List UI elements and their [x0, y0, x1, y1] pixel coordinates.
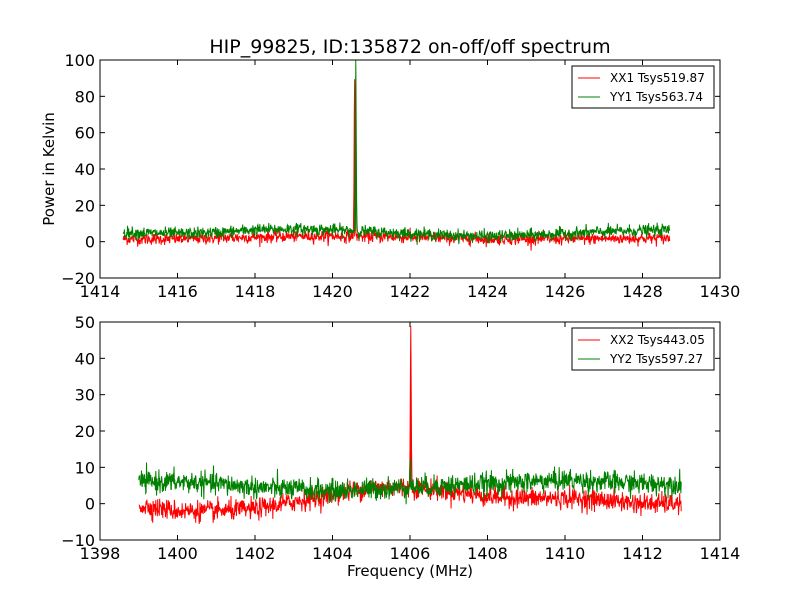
y-tick-label: 0 — [85, 495, 95, 514]
x-tick-label: 1428 — [622, 282, 663, 301]
y-tick-label: 60 — [75, 124, 95, 143]
legend-entry: XX2 Tsys443.05 — [610, 333, 705, 347]
y-tick-label: 100 — [64, 51, 95, 70]
legend-entry: YY2 Tsys597.27 — [609, 352, 703, 366]
y-tick-label: 20 — [75, 196, 95, 215]
x-tick-label: 1400 — [157, 544, 198, 563]
x-tick-label: 1420 — [312, 282, 353, 301]
series-line-yy2 — [138, 458, 682, 505]
legend — [571, 65, 715, 109]
y-tick-label: 40 — [75, 349, 95, 368]
y-tick-label: −20 — [61, 269, 95, 288]
x-tick-label: 1408 — [467, 544, 508, 563]
x-tick-label: 1410 — [545, 544, 586, 563]
x-tick-label: 1418 — [235, 282, 276, 301]
y-axis-label-top: Power in Kelvin — [40, 112, 58, 226]
y-tick-label: 0 — [85, 233, 95, 252]
x-axis-label-bottom: Frequency (MHz) — [347, 562, 473, 580]
chart-title: HIP_99825, ID:135872 on-off/off spectrum — [209, 36, 610, 58]
y-tick-label: 30 — [75, 386, 95, 405]
x-tick-label: 1414 — [700, 544, 741, 563]
y-tick-label: 50 — [75, 313, 95, 332]
x-tick-label: 1406 — [390, 544, 431, 563]
x-tick-label: 1404 — [312, 544, 353, 563]
x-tick-label: 1424 — [467, 282, 508, 301]
top-panel: 1414 1416 1418 1420 1422 1424 1426 1428 1430 −20 0… — [61, 51, 740, 301]
y-tick-label: 80 — [75, 87, 95, 106]
y-tick-label: 10 — [75, 458, 95, 477]
x-tick-label: 1430 — [700, 282, 741, 301]
x-tick-label: 1416 — [157, 282, 198, 301]
bottom-panel: 1398 1400 1402 1404 1406 1408 1410 1412 1414 −10 0… — [61, 313, 740, 563]
legend — [571, 327, 715, 371]
y-tick-label: 40 — [75, 160, 95, 179]
x-tick-label: 1412 — [622, 544, 663, 563]
legend-entry: XX1 Tsys519.87 — [610, 71, 705, 85]
y-tick-label: −10 — [61, 531, 95, 550]
y-tick-label: 20 — [75, 422, 95, 441]
x-tick-label: 1402 — [235, 544, 276, 563]
x-tick-label: 1426 — [545, 282, 586, 301]
x-tick-label: 1422 — [390, 282, 431, 301]
series-line-yy1 — [122, 60, 671, 245]
x-tick-label: 1398 — [80, 544, 121, 563]
legend-entry: YY1 Tsys563.74 — [609, 90, 703, 104]
x-tick-label: 1414 — [80, 282, 121, 301]
